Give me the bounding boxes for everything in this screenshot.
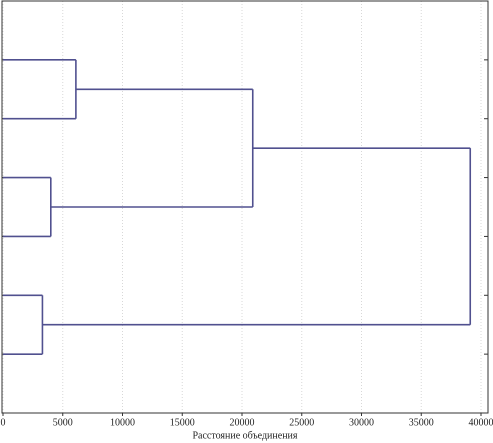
x-tick-label: 40000 — [469, 417, 493, 428]
plot-frame — [1, 0, 489, 414]
x-tick-label: 0 — [1, 417, 6, 428]
x-axis-label: Расстояние объединения — [192, 430, 297, 441]
x-tick-label: 35000 — [409, 417, 434, 428]
x-tick-label: 10000 — [110, 417, 135, 428]
x-tick-label: 15000 — [170, 417, 195, 428]
x-tick-label: 25000 — [289, 417, 314, 428]
x-tick-label: 20000 — [230, 417, 255, 428]
x-tick-label: 30000 — [349, 417, 374, 428]
x-tick-label: 5000 — [53, 417, 73, 428]
